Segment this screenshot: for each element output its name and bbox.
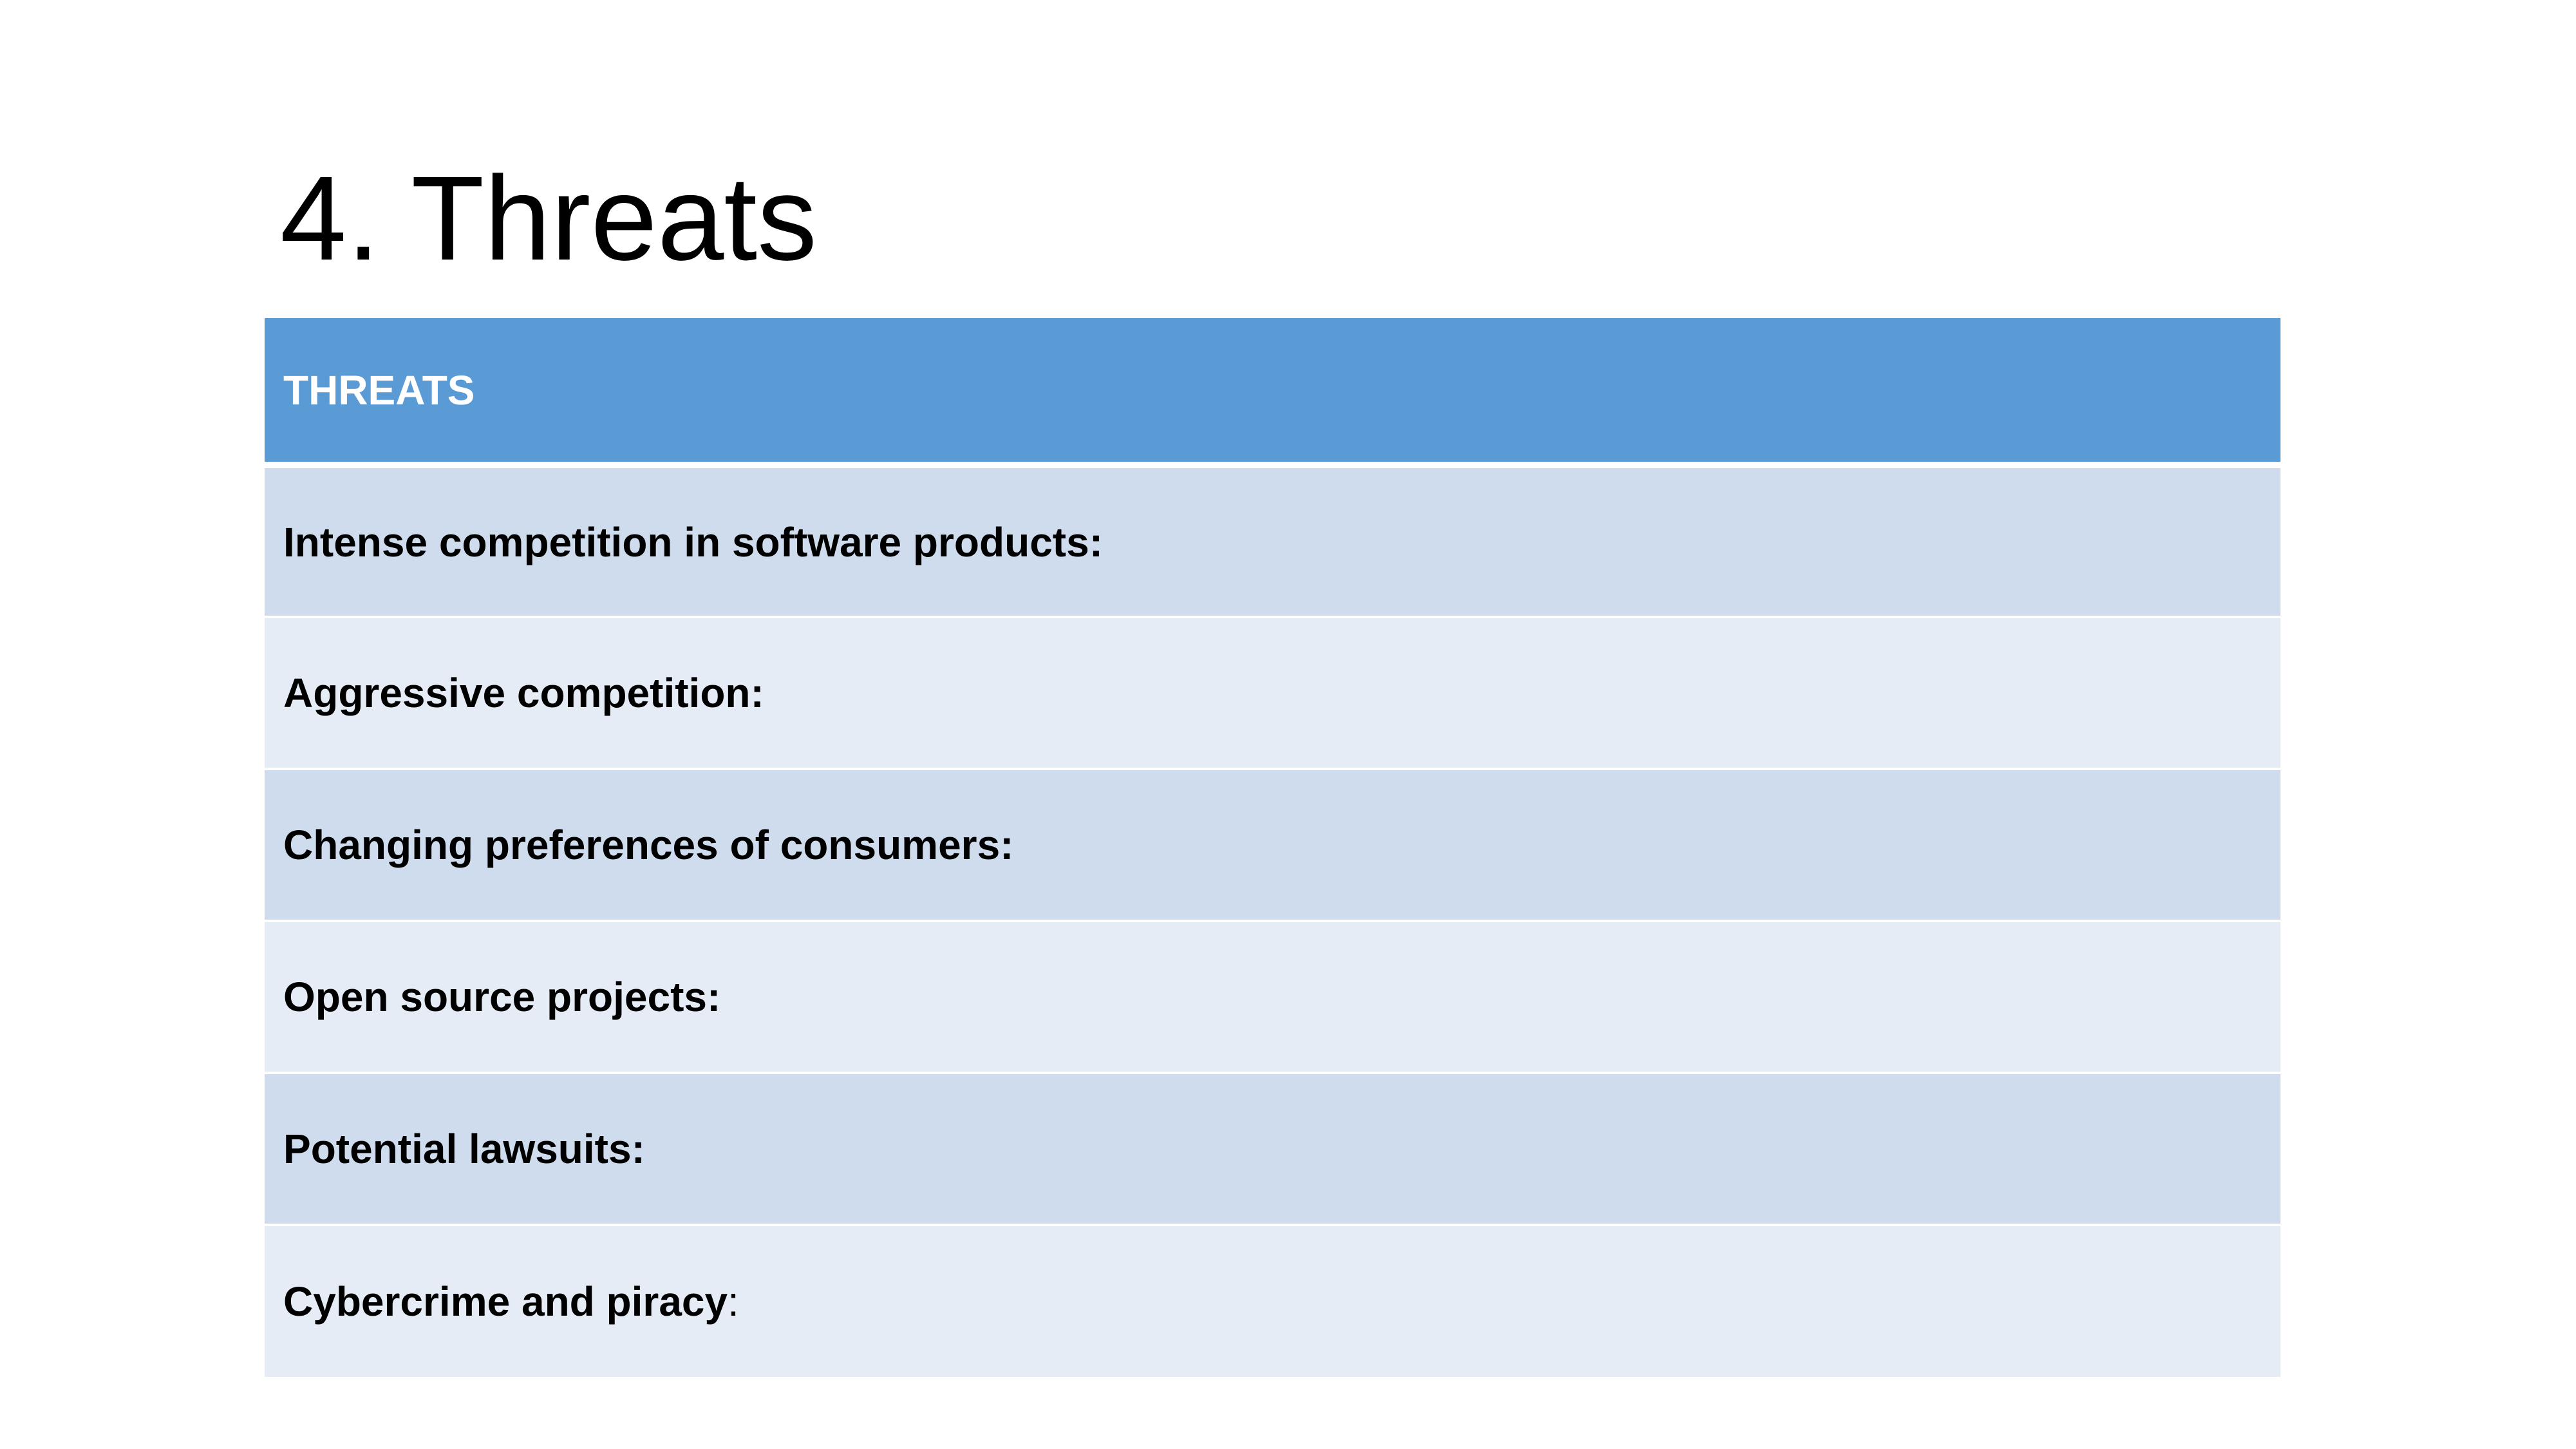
threat-label: Open source projects: <box>283 974 721 1020</box>
table-header-cell: THREATS <box>265 318 2280 468</box>
table-row: Aggressive competition: <box>265 617 2280 770</box>
table-row: Open source projects: <box>265 921 2280 1074</box>
threat-label: Intense competition in software products… <box>283 518 1103 565</box>
table-cell: Aggressive competition: <box>265 617 2280 770</box>
table-cell: Open source projects: <box>265 921 2280 1074</box>
table-cell: Intense competition in software products… <box>265 465 2280 618</box>
threat-label: Changing preferences of consumers: <box>283 822 1014 868</box>
table-row: Changing preferences of consumers: <box>265 769 2280 922</box>
table-cell: Cybercrime and piracy: <box>265 1225 2280 1377</box>
threat-label: Potential lawsuits: <box>283 1126 645 1172</box>
threats-table: THREATS Intense competition in software … <box>265 318 2280 1377</box>
table-cell: Changing preferences of consumers: <box>265 769 2280 922</box>
table-row: Intense competition in software products… <box>265 465 2280 618</box>
table-row: Potential lawsuits: <box>265 1073 2280 1226</box>
threat-label: Aggressive competition: <box>283 670 764 716</box>
threat-label: Cybercrime and piracy <box>283 1278 728 1325</box>
threat-label-suffix: : <box>728 1278 739 1325</box>
table-header-row: THREATS <box>265 318 2280 468</box>
table-cell: Potential lawsuits: <box>265 1073 2280 1226</box>
slide-title: 4. Threats <box>280 152 818 285</box>
table-row: Cybercrime and piracy: <box>265 1225 2280 1377</box>
